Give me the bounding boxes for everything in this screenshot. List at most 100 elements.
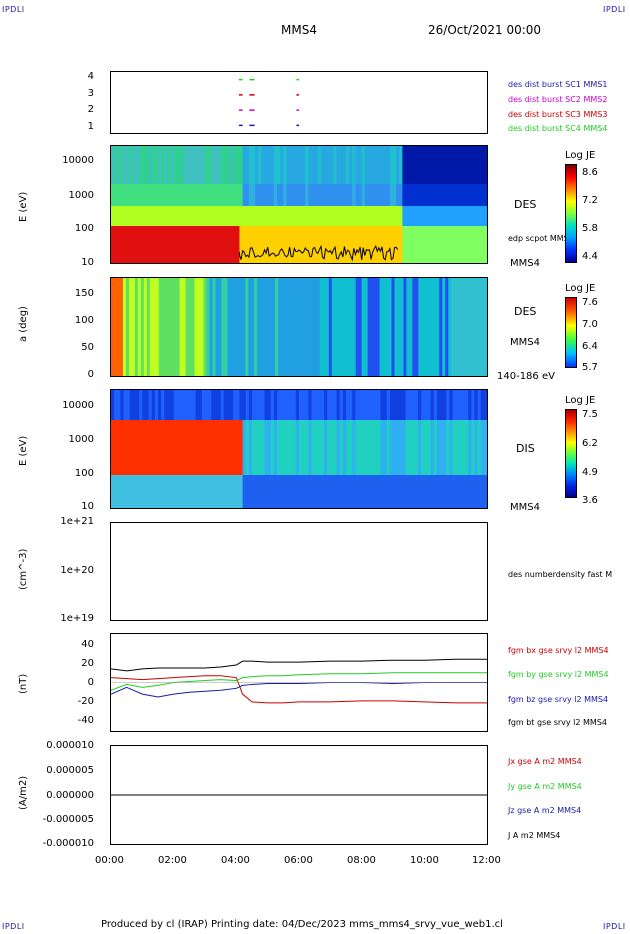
des-e-cell	[136, 146, 140, 184]
des-pitch-range: 140-186 eV	[497, 371, 555, 382]
des-energy-ytick: 10	[81, 257, 94, 268]
des-e-cell	[161, 184, 165, 206]
des-e-cell	[161, 146, 165, 184]
des-pa-cell	[281, 278, 285, 376]
des-e-cell	[183, 206, 187, 226]
des-e-cell	[139, 226, 143, 263]
des-e-cell	[327, 206, 331, 226]
dis-e-cell	[283, 475, 288, 508]
des-pa-cell	[185, 278, 190, 376]
des-e-cell	[252, 146, 256, 184]
dis-e-cell	[117, 420, 121, 475]
des-e-cell	[461, 184, 466, 206]
dis-e-cell	[440, 475, 444, 508]
des-e-cell	[465, 184, 469, 206]
des-e-cell	[371, 226, 375, 263]
des-pa-cell	[164, 278, 169, 376]
dis-e-cell	[258, 475, 262, 508]
des-pa-cell	[137, 278, 142, 376]
des-e-cell	[411, 184, 416, 206]
current-ytick: -0.000005	[42, 814, 94, 825]
des-e-cell	[408, 206, 413, 226]
des-e-cell	[201, 206, 206, 226]
des-e-cell	[330, 146, 335, 184]
des-e-cell	[324, 226, 328, 263]
dis-e-cell	[361, 420, 366, 475]
des-pa-cell	[358, 278, 363, 376]
des-e-cell	[142, 206, 147, 226]
dis-e-cell	[371, 475, 375, 508]
des-e-cell	[418, 226, 422, 263]
des-e-cell	[158, 206, 162, 226]
des-e-cell	[198, 226, 203, 263]
des-e-cell	[267, 146, 272, 184]
des-e-cell	[346, 184, 350, 206]
dis-e-cell	[324, 475, 328, 508]
des-e-cell	[236, 146, 241, 184]
des-pa-cell	[140, 278, 145, 376]
des-e-cell	[223, 146, 228, 184]
dis-e-cell	[436, 390, 441, 420]
dis-e-cell	[314, 420, 319, 475]
dis-e-cell	[220, 475, 225, 508]
dis-e-cell	[280, 390, 284, 420]
dis-e-cell	[418, 390, 422, 420]
des-pa-cell	[319, 278, 324, 376]
des-e-cell	[396, 206, 400, 226]
des-energy-label: DES	[514, 198, 537, 211]
des-e-cell	[477, 206, 482, 226]
des-e-cell	[346, 226, 350, 263]
dis-e-cell	[255, 475, 259, 508]
des-e-cell	[201, 146, 206, 184]
des-pa-cell	[403, 278, 408, 376]
des-e-cell	[292, 184, 297, 206]
dis-e-cell	[455, 420, 460, 475]
dis-e-cell	[192, 475, 197, 508]
des-e-cell	[418, 206, 422, 226]
dis-e-cell	[349, 420, 353, 475]
des-e-cell	[208, 184, 212, 206]
des-e-cell	[386, 184, 391, 206]
dis-e-cell	[483, 475, 488, 508]
dis-e-cell	[367, 390, 372, 420]
des-e-cell	[471, 226, 476, 263]
des-e-cell	[302, 226, 306, 263]
des-e-cell	[248, 146, 253, 184]
dis-e-cell	[280, 475, 284, 508]
dis-e-cell	[148, 390, 153, 420]
des-pa-cell	[275, 278, 279, 376]
des-energy-ytick: 100	[74, 223, 94, 234]
des-e-cell	[239, 146, 244, 184]
dis-e-cell	[208, 390, 212, 420]
des-e-cell	[230, 184, 234, 206]
des-e-cell	[349, 206, 353, 226]
dis-e-cell	[302, 420, 306, 475]
dis-e-cell	[314, 475, 319, 508]
dis-e-cell	[446, 390, 450, 420]
dis-e-cell	[424, 475, 429, 508]
des-e-cell	[255, 184, 259, 206]
dis-e-cell	[458, 420, 463, 475]
des-e-cell	[267, 206, 272, 226]
des-e-cell	[342, 226, 347, 263]
des-pa-cell	[424, 278, 428, 376]
dis-e-cell	[186, 420, 190, 475]
dis-energy-ytick: 10	[81, 501, 94, 512]
des-e-cell	[314, 226, 319, 263]
dis-e-cell	[189, 475, 194, 508]
des-e-cell	[233, 226, 237, 263]
legend-sc1: des dist burst SC1 MMS1	[508, 80, 608, 89]
des-e-cell	[161, 226, 165, 263]
des-e-cell	[189, 184, 194, 206]
bfield-panel	[110, 633, 488, 732]
dis-e-cell	[161, 475, 165, 508]
des-e-cell	[220, 184, 225, 206]
des-e-cell	[311, 206, 316, 226]
dis-e-cell	[164, 420, 168, 475]
des-pa-cell	[397, 278, 402, 376]
dis-e-cell	[349, 390, 353, 420]
des-e-cell	[414, 184, 419, 206]
des-e-cell	[117, 184, 121, 206]
dis-e-cell	[164, 390, 168, 420]
des-e-cell	[158, 146, 162, 184]
